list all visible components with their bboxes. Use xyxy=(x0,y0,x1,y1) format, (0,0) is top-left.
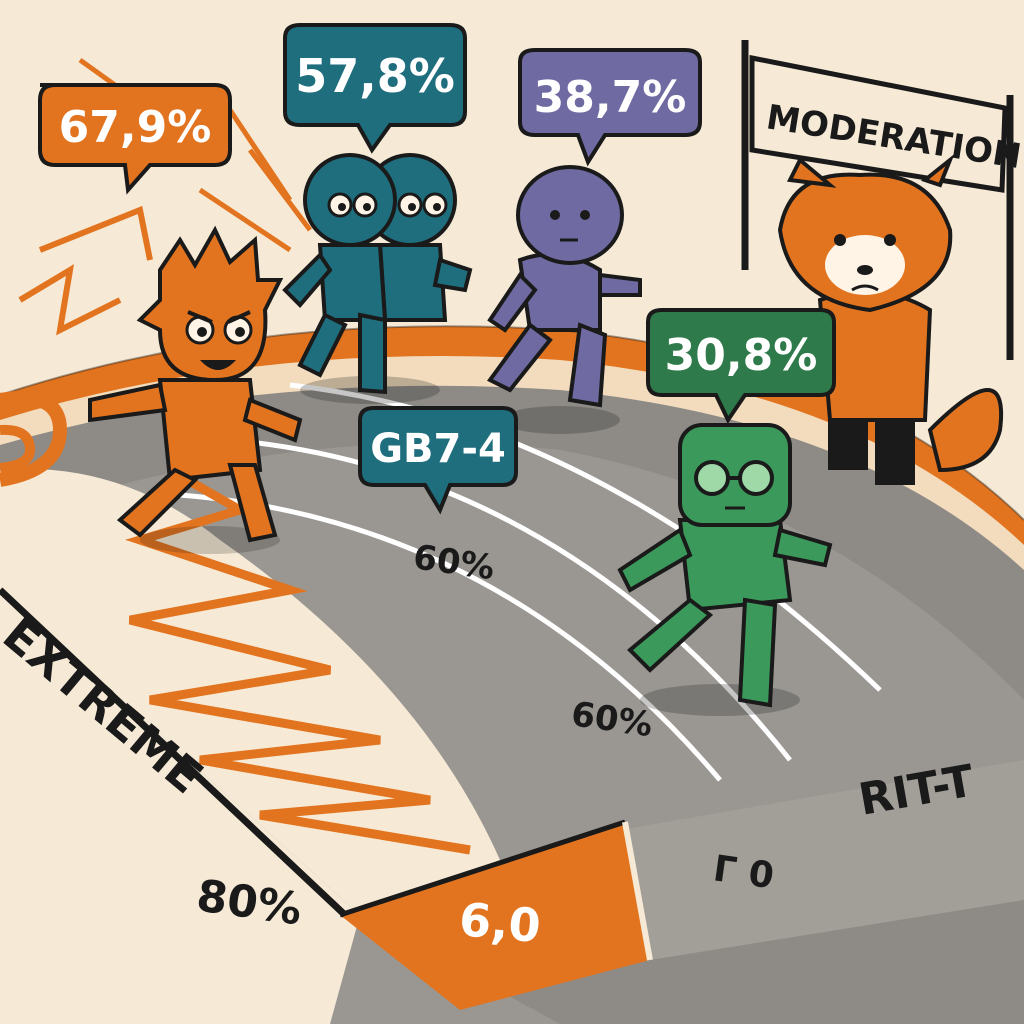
bubble-teal-text: 57,8% xyxy=(295,49,455,103)
twin-robot-icon xyxy=(282,153,473,404)
flame-runner-icon xyxy=(88,225,303,554)
bubble-green: 30,8% xyxy=(646,308,836,424)
red-panda-icon xyxy=(777,153,1004,485)
bubble-orange: 67,9% xyxy=(38,83,232,195)
bubble-purple: 38,7% xyxy=(518,48,702,167)
bubble-model: GB7-4 xyxy=(358,406,518,515)
bubble-orange-text: 67,9% xyxy=(59,102,212,153)
bubble-teal: 57,8% xyxy=(283,23,467,154)
start-box-label: 6,0 xyxy=(457,892,543,953)
gray-box-label: Г 0 xyxy=(711,848,777,897)
purple-robot-icon xyxy=(486,165,642,434)
bubble-purple-text: 38,7% xyxy=(534,72,687,123)
finish-banner: MODERATION xyxy=(741,40,1024,360)
green-robot-icon xyxy=(617,423,833,716)
bubble-model-text: GB7-4 xyxy=(370,426,506,472)
bubble-green-text: 30,8% xyxy=(665,330,818,381)
